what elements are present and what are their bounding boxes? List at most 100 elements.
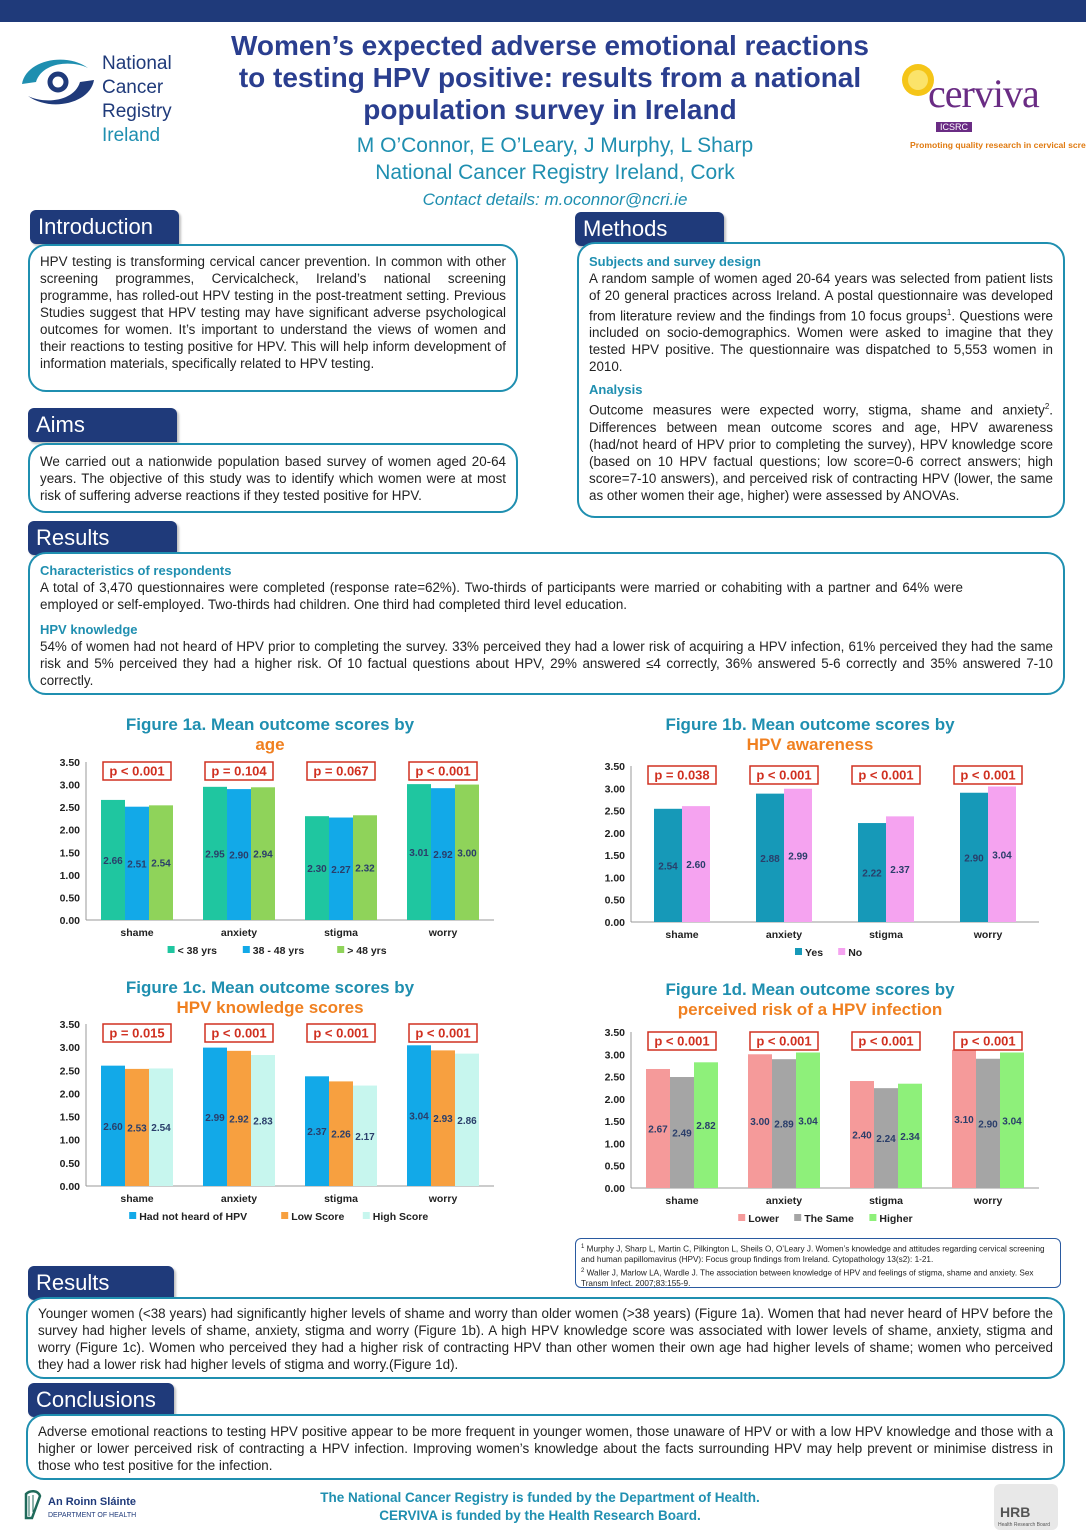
category-label: stigma	[324, 927, 358, 939]
data-label: 2.60	[686, 860, 706, 871]
data-label: 2.17	[355, 1132, 375, 1143]
sun-icon	[902, 64, 934, 96]
p-value-box	[851, 1031, 921, 1051]
category-label: anxiety	[766, 929, 802, 941]
results-heading: Results	[28, 521, 177, 555]
references-box: 1 Murphy J, Sharp L, Martin C, Pilkingto…	[575, 1238, 1061, 1288]
hrb-name: HRB	[1000, 1504, 1031, 1520]
legend-label: Yes	[805, 947, 823, 959]
legend-swatch	[167, 946, 175, 953]
p-value-label: p < 0.001	[858, 1034, 913, 1049]
p-value-box	[851, 765, 921, 785]
category-label: shame	[120, 927, 153, 939]
methods-analysis-text: Outcome measures were expected worry, st…	[589, 398, 1053, 503]
legend-swatch	[795, 948, 802, 955]
data-label: 2.99	[788, 851, 808, 862]
figure-1d-title: Figure 1d. Mean outcome scores by percei…	[630, 980, 990, 1020]
data-label: 2.60	[103, 1122, 123, 1133]
ncri-name-line: Ireland	[102, 125, 161, 146]
bar	[850, 1081, 874, 1188]
results-summary-box: Younger women (<38 years) had significan…	[26, 1297, 1065, 1379]
figure-1c-chart: 0.00 0.50 1.00 1.50 2.00 2.50 3.00 3.50 2.60 2.53…	[60, 1019, 494, 1223]
data-label: 3.00	[750, 1117, 770, 1128]
category-label: shame	[665, 1195, 698, 1207]
bar	[407, 784, 431, 920]
data-label: 3.10	[954, 1115, 974, 1126]
title-line: Women’s expected adverse emotional react…	[230, 30, 869, 61]
category-label: anxiety	[221, 927, 257, 939]
methods-heading: Methods	[575, 212, 724, 246]
y-tick-label: 2.00	[60, 1088, 81, 1100]
legend-label: Higher	[879, 1213, 912, 1225]
p-value-box	[953, 765, 1023, 785]
bar	[670, 1077, 694, 1188]
harp-icon	[24, 1490, 42, 1520]
y-tick-label: 3.00	[60, 1042, 81, 1054]
ncri-swirl-icon	[22, 59, 94, 105]
data-label: 2.88	[760, 854, 780, 865]
p-value-box	[408, 1023, 478, 1043]
bar	[886, 816, 914, 922]
data-label: 2.82	[696, 1121, 716, 1132]
methods-text: Outcome measures were expected worry, st…	[589, 402, 1045, 418]
bar	[646, 1068, 670, 1188]
p-value-label: p = 0.038	[654, 768, 709, 783]
p-value-box	[749, 765, 819, 785]
figure-1d-chart: 0.00 0.50 1.00 1.50 2.00 2.50 3.00 3.50 2.67 2.49…	[605, 1027, 1039, 1225]
legend-swatch	[337, 946, 345, 953]
data-label: 2.30	[307, 864, 327, 875]
category-label: stigma	[869, 929, 903, 941]
legend-label: 38 - 48 yrs	[253, 945, 305, 957]
bar	[125, 806, 149, 920]
y-tick-label: 1.50	[60, 1112, 81, 1124]
data-label: 2.66	[103, 856, 123, 867]
category-label: worry	[973, 929, 1003, 941]
ncri-logo: National Cancer Registry Ireland	[16, 52, 176, 152]
bar	[203, 786, 227, 920]
cerviva-logo: cerviva ICSRC Promoting quality research…	[898, 60, 1086, 154]
figure-1a-chart: 0.00 0.50 1.00 1.50 2.00 2.50 3.00 3.50 2.66 2.51…	[60, 757, 494, 957]
hrb-sub: Health Research Board	[998, 1522, 1050, 1528]
bar	[682, 806, 710, 922]
data-label: 2.99	[205, 1113, 225, 1124]
y-tick-label: 0.50	[60, 1158, 81, 1170]
doh-name: An Roinn Sláinte	[48, 1496, 136, 1508]
bar	[784, 788, 812, 922]
bar	[756, 793, 784, 922]
aims-text: We carried out a nationwide population b…	[40, 454, 506, 503]
legend-label: < 38 yrs	[178, 945, 218, 957]
data-label: 3.04	[1002, 1116, 1022, 1127]
ncri-name-line: National	[102, 53, 172, 74]
category-label: anxiety	[766, 1195, 802, 1207]
methods-text: A random sample of women aged 20-64 year…	[589, 271, 1053, 324]
bar	[227, 789, 251, 920]
data-label: 2.83	[253, 1117, 273, 1128]
data-label: 2.90	[978, 1119, 998, 1130]
data-label: 3.04	[992, 850, 1012, 861]
p-value-label: p < 0.001	[415, 1026, 470, 1041]
data-label: 2.27	[331, 865, 351, 876]
bar	[654, 808, 682, 922]
figure-title-line: HPV knowledge scores	[176, 998, 364, 1017]
results-subheading: HPV knowledge	[40, 622, 138, 637]
methods-subheading: Subjects and survey design	[589, 254, 761, 269]
bar	[149, 1068, 173, 1186]
author-block: M O’Connor, E O’Leary, J Murphy, L Sharp…	[250, 132, 860, 186]
category-label: worry	[973, 1195, 1003, 1207]
citation-marker: 2	[1044, 402, 1050, 412]
category-label: stigma	[324, 1193, 358, 1205]
results-subheading: Characteristics of respondents	[40, 563, 232, 578]
results-characteristics-text: A total of 3,470 questionnaires were com…	[40, 580, 963, 612]
bar	[960, 792, 988, 922]
y-tick-label: 0.00	[60, 1181, 81, 1193]
bar	[455, 784, 479, 920]
y-tick-label: 1.50	[60, 847, 81, 859]
data-label: 2.54	[151, 1123, 171, 1134]
reference-number: 1	[581, 1244, 585, 1250]
contact-details: Contact details: m.oconnor@ncri.ie	[422, 190, 688, 209]
bar	[772, 1059, 796, 1188]
bar	[858, 823, 886, 922]
p-value-box	[647, 1031, 717, 1051]
bar	[251, 1055, 275, 1186]
y-tick-label: 1.00	[60, 870, 81, 882]
